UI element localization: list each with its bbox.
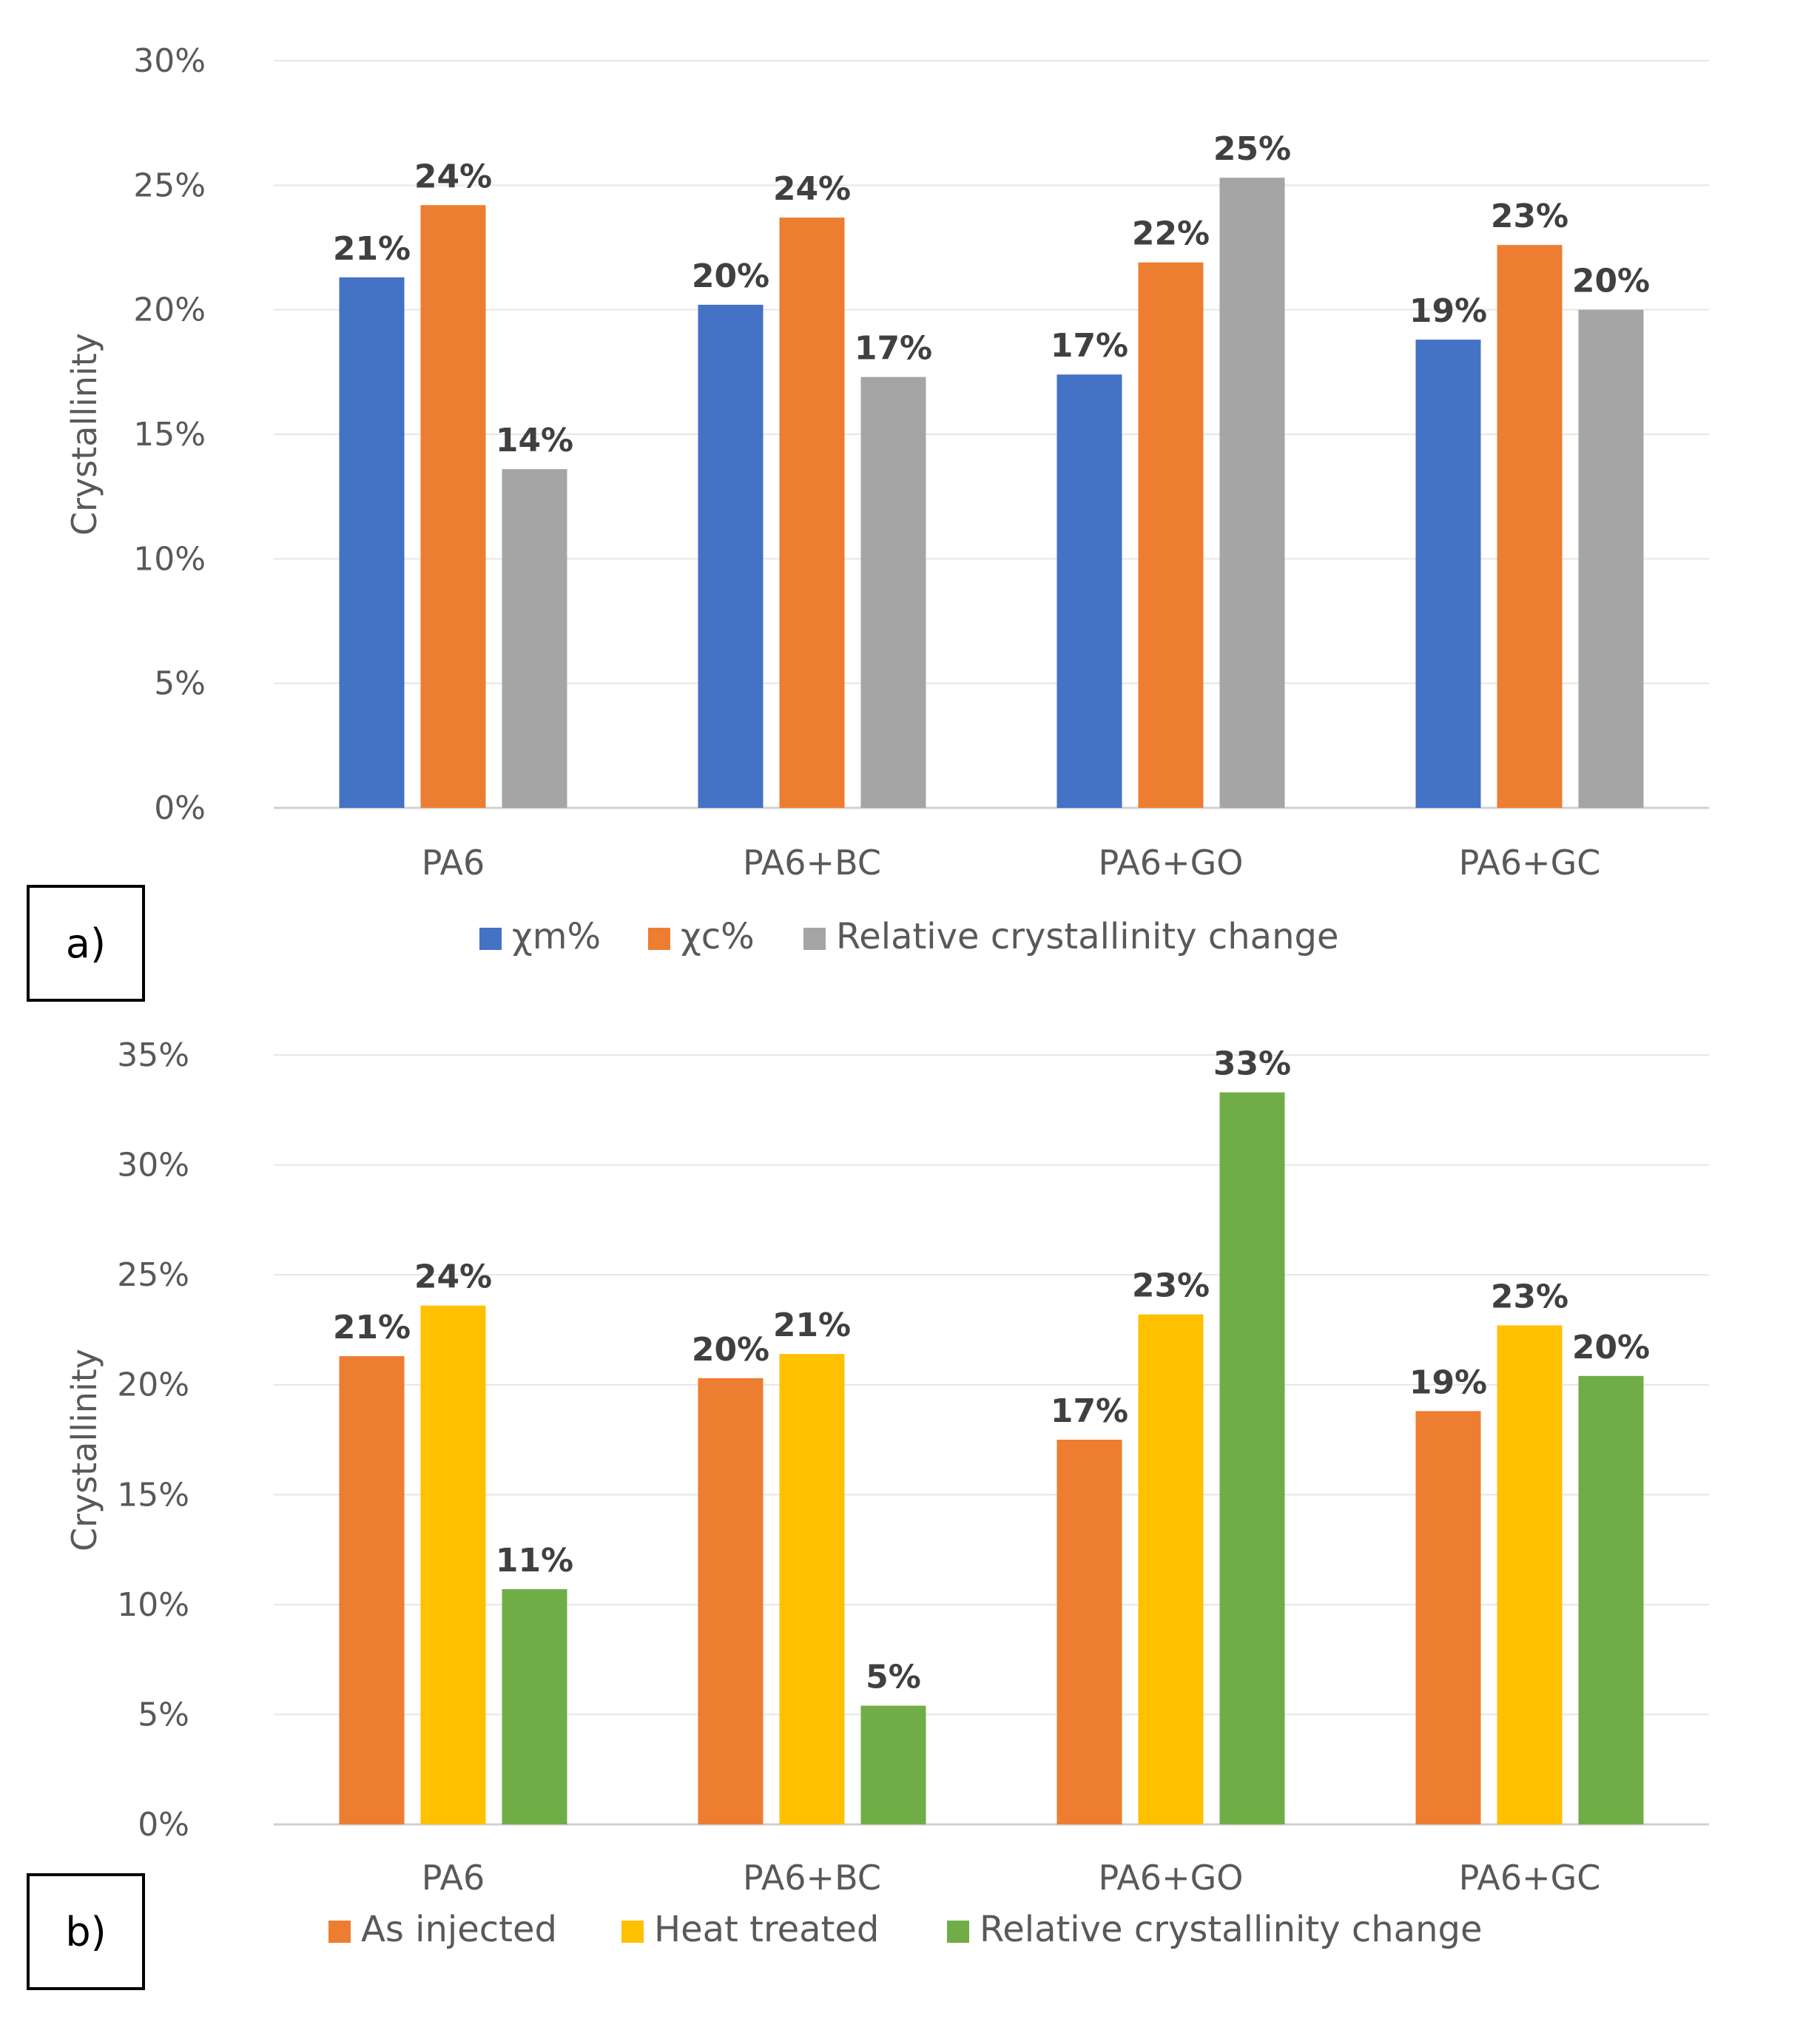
y-tick-label: 5% [154, 665, 206, 703]
y-tick-label: 25% [117, 1256, 189, 1294]
y-tick-label: 0% [138, 1806, 189, 1844]
data-label: 23% [1491, 198, 1568, 235]
category-label: PA6 [422, 843, 485, 883]
chart-panel-b: 0% 5% 10% 15% 20% 25% 30% 35% Crystallinity 21% 24… [0, 1018, 1820, 2036]
legend-swatch [947, 1921, 969, 1943]
data-label: 25% [1213, 130, 1291, 168]
category-label: PA6+BC [743, 843, 881, 883]
y-tick-label: 30% [117, 1147, 189, 1184]
category-label: PA6+GC [1459, 1858, 1601, 1898]
data-label: 21% [333, 230, 411, 268]
data-label: 24% [414, 158, 492, 195]
bar [502, 1589, 567, 1824]
panel-tag-b: b) [27, 1873, 145, 1990]
legend-label: Heat treated [654, 1909, 879, 1950]
data-label: 11% [496, 1542, 573, 1580]
y-tick-label: 0% [154, 789, 206, 827]
bar [1497, 1325, 1563, 1824]
chart-panel-a: 0% 5% 10% 15% 20% 25% 30% Crystallinity 21% 24% 14… [27, 42, 1709, 1002]
y-tick-label: 15% [133, 416, 206, 454]
bar [339, 277, 405, 808]
y-tick-label: 30% [133, 42, 206, 80]
legend-swatch [328, 1921, 351, 1943]
data-label: 23% [1132, 1267, 1210, 1305]
y-axis-title: Crystallinity [64, 1349, 104, 1551]
data-label: 33% [1213, 1045, 1291, 1083]
y-tick-label: 15% [117, 1476, 189, 1514]
legend-swatch [621, 1921, 644, 1943]
category-label: PA6+GC [1459, 843, 1601, 883]
y-tick-label: 35% [117, 1036, 189, 1074]
data-label: 24% [414, 1258, 492, 1296]
data-label: 20% [692, 1331, 769, 1369]
category-label: PA6+BC [743, 1858, 881, 1898]
bar [1415, 1411, 1481, 1824]
bar [698, 304, 764, 808]
bar [1578, 309, 1644, 809]
category-label: PA6+GO [1099, 1858, 1244, 1898]
bar [779, 218, 845, 809]
legend-label: χm% [512, 916, 601, 957]
bar [1219, 1092, 1285, 1824]
data-label: 19% [1409, 1363, 1487, 1401]
y-tick-label: 5% [138, 1696, 189, 1733]
y-tick-label: 10% [117, 1586, 189, 1624]
data-label: 24% [773, 170, 851, 208]
legend-swatch [479, 928, 502, 950]
y-tick-label: 20% [133, 291, 206, 329]
data-label: 14% [496, 422, 573, 459]
bar [1138, 1314, 1204, 1824]
legend-swatch [803, 928, 826, 950]
bar [420, 1305, 486, 1824]
bar [1219, 178, 1285, 808]
category-label: PA6+GO [1099, 843, 1244, 883]
bar [698, 1378, 764, 1824]
bar [860, 377, 926, 809]
data-label: 23% [1491, 1278, 1568, 1315]
data-label: 20% [1572, 1329, 1650, 1366]
bar [1497, 245, 1563, 809]
legend-label: χc% [681, 916, 755, 957]
panel-tag-a: a) [27, 885, 145, 1002]
data-label: 19% [1409, 292, 1487, 330]
y-axis-title: Crystallinity [64, 333, 104, 536]
legend-swatch [648, 928, 670, 950]
legend-label: Relative crystallinity change [980, 1909, 1483, 1950]
y-tick-label: 25% [133, 166, 206, 204]
data-label: 20% [1572, 263, 1650, 300]
y-tick-label: 20% [117, 1366, 189, 1404]
bar [502, 469, 567, 808]
bar [339, 1356, 405, 1824]
data-label: 21% [333, 1309, 411, 1346]
data-label: 5% [866, 1659, 921, 1696]
y-tick-label: 10% [133, 540, 206, 578]
bar [779, 1354, 845, 1824]
category-label: PA6 [422, 1858, 485, 1898]
chart-a-svg: 0%5%10%15%20%25%30%Crystallinity21%24%14… [64, 42, 1709, 957]
data-label: 17% [1051, 327, 1128, 365]
bar [1578, 1375, 1644, 1824]
data-label: 17% [1051, 1392, 1128, 1430]
data-label: 22% [1132, 215, 1210, 253]
bar [1138, 262, 1204, 808]
legend-label: Relative crystallinity change [836, 916, 1339, 957]
data-label: 17% [855, 330, 932, 368]
bar [860, 1705, 926, 1824]
bar [420, 205, 486, 808]
data-label: 20% [692, 257, 769, 295]
chart-b-svg: 0%5%10%15%20%25%30%35%Crystallinity21%24… [64, 1036, 1709, 1950]
bar [1415, 340, 1481, 809]
data-label: 21% [773, 1307, 851, 1344]
bar [1056, 374, 1122, 808]
legend-label: As injected [361, 1909, 557, 1950]
bar [1056, 1440, 1122, 1824]
